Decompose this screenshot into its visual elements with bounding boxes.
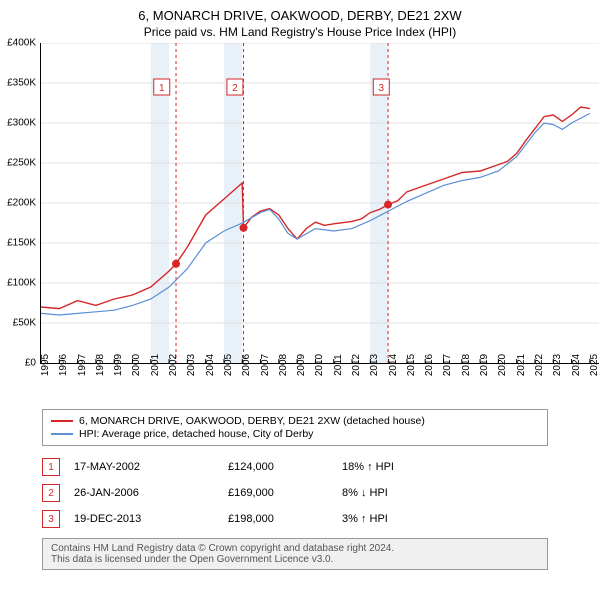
- transaction-price: £169,000: [228, 487, 328, 499]
- legend-swatch: [51, 433, 73, 435]
- license-box: Contains HM Land Registry data © Crown c…: [42, 538, 548, 570]
- y-tick-label: £0: [25, 358, 36, 369]
- transaction-pct: 8% ↓ HPI: [342, 487, 462, 499]
- x-axis: 1995199619971998199920002001200220032004…: [40, 365, 598, 405]
- transaction-date: 17-MAY-2002: [74, 461, 214, 473]
- y-tick-label: £100K: [7, 278, 36, 289]
- x-tick-label: 1996: [58, 354, 69, 376]
- legend-item: HPI: Average price, detached house, City…: [51, 428, 539, 440]
- x-tick-label: 1999: [113, 354, 124, 376]
- transaction-row: 3 19-DEC-2013 £198,000 3% ↑ HPI: [42, 506, 548, 532]
- x-tick-label: 2002: [168, 354, 179, 376]
- x-tick-label: 2025: [589, 354, 600, 376]
- x-tick-label: 1995: [40, 354, 51, 376]
- x-tick-label: 2018: [461, 354, 472, 376]
- y-tick-label: £150K: [7, 238, 36, 249]
- y-axis: £0£50K£100K£150K£200K£250K£300K£350K£400…: [0, 43, 38, 363]
- y-tick-label: £200K: [7, 198, 36, 209]
- transaction-price: £124,000: [228, 461, 328, 473]
- x-tick-label: 2016: [424, 354, 435, 376]
- x-tick-label: 2021: [516, 354, 527, 376]
- x-tick-label: 2022: [534, 354, 545, 376]
- transaction-date: 19-DEC-2013: [74, 513, 214, 525]
- y-tick-label: £50K: [13, 318, 36, 329]
- transaction-date: 26-JAN-2006: [74, 487, 214, 499]
- title-block: 6, MONARCH DRIVE, OAKWOOD, DERBY, DE21 2…: [0, 0, 600, 43]
- chart-area: £0£50K£100K£150K£200K£250K£300K£350K£400…: [40, 43, 600, 403]
- transaction-row: 2 26-JAN-2006 £169,000 8% ↓ HPI: [42, 480, 548, 506]
- transaction-row: 1 17-MAY-2002 £124,000 18% ↑ HPI: [42, 454, 548, 480]
- x-tick-label: 2009: [296, 354, 307, 376]
- x-tick-label: 2013: [369, 354, 380, 376]
- transaction-marker-box: 2: [42, 484, 60, 502]
- svg-text:1: 1: [159, 83, 165, 94]
- legend-label: HPI: Average price, detached house, City…: [79, 428, 313, 440]
- license-line2: This data is licensed under the Open Gov…: [51, 554, 539, 565]
- x-tick-label: 2001: [150, 354, 161, 376]
- x-tick-label: 2012: [351, 354, 362, 376]
- transaction-price: £198,000: [228, 513, 328, 525]
- transactions-table: 1 17-MAY-2002 £124,000 18% ↑ HPI 2 26-JAN-200…: [42, 454, 548, 532]
- legend-swatch: [51, 420, 73, 422]
- x-tick-label: 1998: [95, 354, 106, 376]
- x-tick-label: 2008: [278, 354, 289, 376]
- svg-text:3: 3: [379, 83, 385, 94]
- title-subtitle: Price paid vs. HM Land Registry's House …: [0, 25, 600, 39]
- y-tick-label: £250K: [7, 158, 36, 169]
- x-tick-label: 2000: [131, 354, 142, 376]
- legend-item: 6, MONARCH DRIVE, OAKWOOD, DERBY, DE21 2…: [51, 415, 539, 427]
- x-tick-label: 2024: [571, 354, 582, 376]
- transaction-marker-box: 3: [42, 510, 60, 528]
- license-line1: Contains HM Land Registry data © Crown c…: [51, 543, 539, 554]
- x-tick-label: 2003: [186, 354, 197, 376]
- transaction-marker-box: 1: [42, 458, 60, 476]
- y-tick-label: £400K: [7, 38, 36, 49]
- legend: 6, MONARCH DRIVE, OAKWOOD, DERBY, DE21 2…: [42, 409, 548, 446]
- title-address: 6, MONARCH DRIVE, OAKWOOD, DERBY, DE21 2…: [0, 8, 600, 23]
- x-tick-label: 2017: [442, 354, 453, 376]
- x-tick-label: 2015: [406, 354, 417, 376]
- x-tick-label: 2006: [241, 354, 252, 376]
- x-tick-label: 1997: [77, 354, 88, 376]
- plot-area: 1 2 3: [40, 43, 599, 364]
- x-tick-label: 2023: [552, 354, 563, 376]
- chart-container: 6, MONARCH DRIVE, OAKWOOD, DERBY, DE21 2…: [0, 0, 600, 570]
- x-tick-label: 2007: [260, 354, 271, 376]
- x-tick-label: 2014: [388, 354, 399, 376]
- y-tick-label: £300K: [7, 118, 36, 129]
- x-tick-label: 2020: [497, 354, 508, 376]
- x-tick-label: 2005: [223, 354, 234, 376]
- x-tick-label: 2019: [479, 354, 490, 376]
- svg-text:2: 2: [232, 83, 238, 94]
- legend-label: 6, MONARCH DRIVE, OAKWOOD, DERBY, DE21 2…: [79, 415, 425, 427]
- x-tick-label: 2004: [205, 354, 216, 376]
- transaction-pct: 3% ↑ HPI: [342, 513, 462, 525]
- x-tick-label: 2010: [314, 354, 325, 376]
- x-tick-label: 2011: [333, 354, 344, 376]
- y-tick-label: £350K: [7, 78, 36, 89]
- transaction-pct: 18% ↑ HPI: [342, 461, 462, 473]
